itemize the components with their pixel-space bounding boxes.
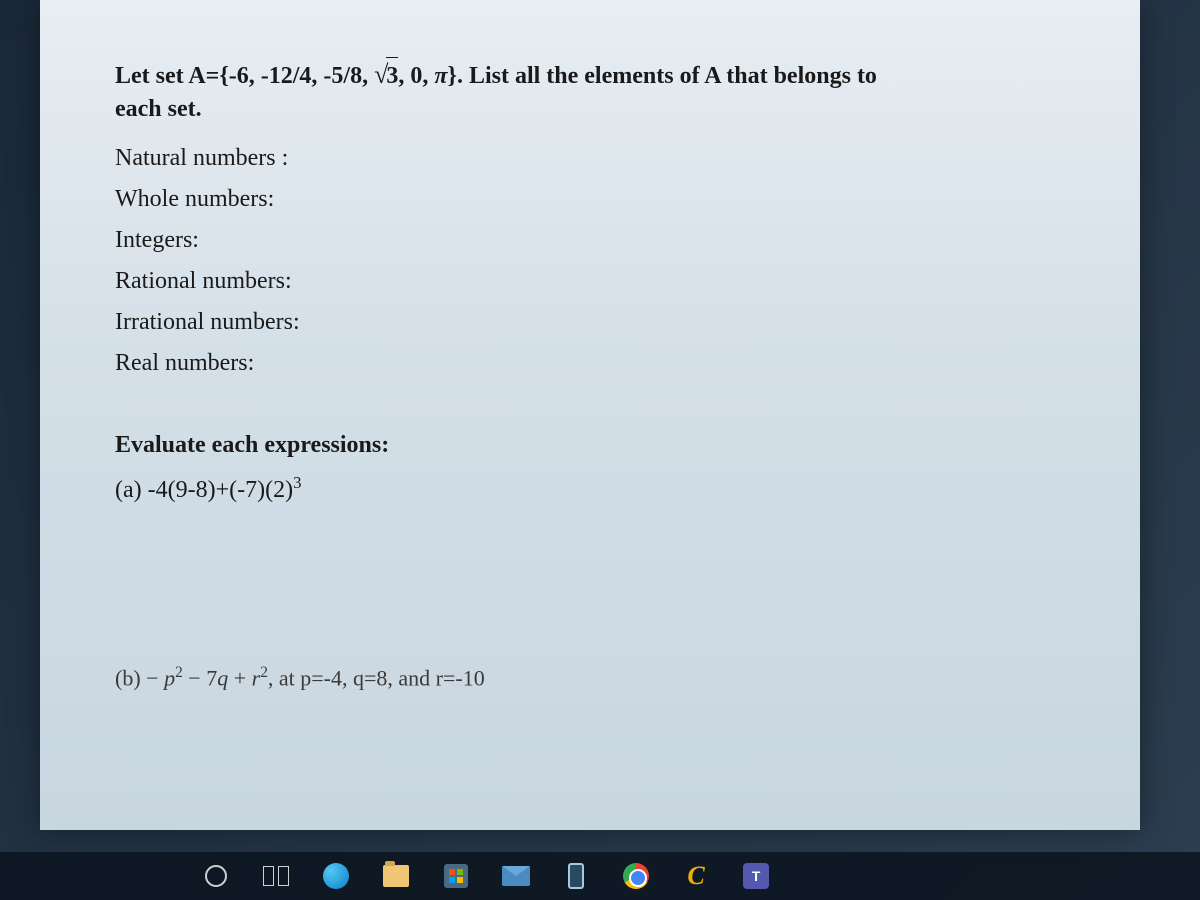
category-rational: Rational numbers: bbox=[115, 268, 1065, 295]
expr-b-mid1: − 7 bbox=[183, 665, 217, 690]
question-prompt-line1: Let set A={-6, -12/4, -5/8, 3, 0, π}. Li… bbox=[115, 55, 1065, 94]
question-text-pre: Let set A={-6, -12/4, -5/8, bbox=[115, 63, 374, 89]
expr-a-exponent: 3 bbox=[293, 473, 301, 492]
expr-b-exp1: 2 bbox=[175, 664, 183, 681]
document-page: Let set A={-6, -12/4, -5/8, 3, 0, π}. Li… bbox=[40, 0, 1140, 830]
chrome-icon bbox=[623, 863, 649, 889]
expr-b-pre: − bbox=[146, 665, 164, 690]
expr-a-label: (a) bbox=[115, 477, 148, 503]
category-integers: Integers: bbox=[115, 227, 1065, 254]
explorer-button[interactable] bbox=[380, 860, 412, 892]
edge-icon bbox=[323, 863, 349, 889]
cortana-icon bbox=[205, 865, 227, 887]
teams-icon: T bbox=[743, 863, 769, 889]
category-whole: Whole numbers: bbox=[115, 186, 1065, 213]
c-icon: C bbox=[683, 863, 709, 889]
question-text-end: }. List all the elements of A that belon… bbox=[447, 63, 876, 89]
category-irrational: Irrational numbers: bbox=[115, 309, 1065, 336]
taskbar: C T bbox=[0, 852, 1200, 900]
expr-a-body: -4(9-8)+(-7)(2) bbox=[148, 477, 293, 503]
cortana-button[interactable] bbox=[200, 860, 232, 892]
expr-b-label: (b) bbox=[115, 665, 146, 690]
teams-button[interactable]: T bbox=[740, 860, 772, 892]
category-real: Real numbers: bbox=[115, 350, 1065, 377]
chrome-button[interactable] bbox=[620, 860, 652, 892]
pi-symbol: π bbox=[434, 63, 447, 89]
taskview-button[interactable] bbox=[260, 860, 292, 892]
expr-b-r: r bbox=[252, 665, 261, 690]
expr-b-post: , at p=-4, q=8, and r=-10 bbox=[268, 665, 485, 690]
store-icon bbox=[444, 864, 468, 888]
mail-icon bbox=[502, 866, 530, 886]
expression-a: (a) -4(9-8)+(-7)(2)3 bbox=[115, 473, 1065, 504]
store-button[interactable] bbox=[440, 860, 472, 892]
sqrt-value: 3 bbox=[386, 57, 398, 94]
evaluate-title: Evaluate each expressions: bbox=[115, 432, 1065, 459]
folder-icon bbox=[383, 865, 409, 887]
phone-button[interactable] bbox=[560, 860, 592, 892]
expr-b-mid2: + bbox=[228, 665, 251, 690]
mail-button[interactable] bbox=[500, 860, 532, 892]
expr-b-q: q bbox=[217, 665, 228, 690]
edge-button[interactable] bbox=[320, 860, 352, 892]
expr-b-exp2: 2 bbox=[260, 664, 268, 681]
expr-b-p: p bbox=[164, 665, 175, 690]
question-text-post: , 0, bbox=[398, 63, 434, 89]
category-natural: Natural numbers : bbox=[115, 145, 1065, 172]
phone-icon bbox=[568, 863, 584, 889]
expression-b: (b) − p2 − 7q + r2, at p=-4, q=8, and r=… bbox=[115, 664, 1065, 691]
sqrt-symbol: 3 bbox=[374, 55, 398, 94]
app-c-button[interactable]: C bbox=[680, 860, 712, 892]
taskview-icon bbox=[263, 866, 289, 886]
question-prompt-line2: each set. bbox=[115, 96, 1065, 123]
